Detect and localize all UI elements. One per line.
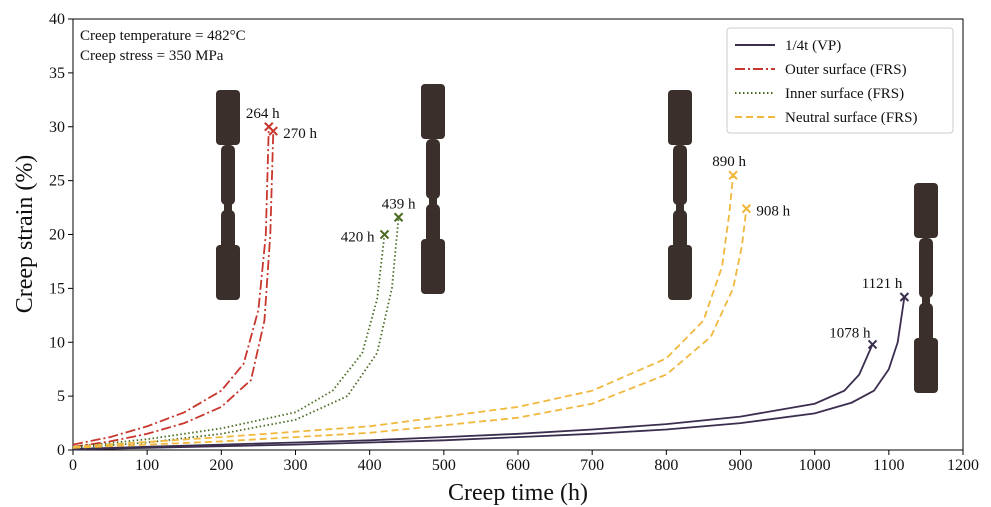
x-tick-label: 800 [654,457,678,474]
x-tick-label: 1000 [799,457,831,474]
x-tick-label: 500 [432,457,456,474]
x-tick-label: 200 [209,457,233,474]
failure-marker [268,126,278,136]
specimen [216,90,240,300]
x-axis-label: Creep time (h) [448,480,588,506]
x-tick-label: 100 [135,457,159,474]
legend-label: Outer surface (FRS) [785,62,907,78]
y-tick-label: 25 [49,173,65,190]
end-label: 908 h [756,204,790,220]
specimen-photos [216,84,938,393]
curve [72,217,400,449]
y-tick-label: 5 [57,388,65,405]
curve [72,126,270,446]
failure-marker [728,170,738,180]
curve [72,208,748,449]
end-label: 1121 h [862,276,903,292]
annotation: Creep stress = 350 MPa [80,48,224,64]
x-tick-label: 1200 [947,457,979,474]
curve [72,344,874,450]
y-tick-label: 15 [49,280,65,297]
end-label: 270 h [283,126,317,142]
x-tick-label: 400 [358,457,382,474]
y-axis-label: Creep strain (%) [12,155,38,314]
legend-box [726,27,954,134]
legend-label: 1/4t (VP) [785,38,841,54]
end-label: 264 h [246,106,280,122]
specimen [914,183,938,393]
y-tick-label: 0 [57,442,65,459]
end-label: 1078 h [829,325,871,341]
legend-label: Neutral surface (FRS) [785,110,917,126]
specimen [668,90,692,300]
x-tick-label: 600 [506,457,530,474]
failure-marker [899,292,910,302]
y-tick-label: 20 [49,227,65,244]
failure-marker [379,229,390,240]
specimen [421,84,445,294]
curve [72,296,906,451]
y-tick-label: 30 [49,119,65,136]
failure-marker [867,339,878,350]
legend-label: Inner surface (FRS) [785,86,904,102]
x-tick-label: 700 [580,457,604,474]
annotation: Creep temperature = 482°C [80,28,246,44]
y-tick-label: 40 [49,11,65,28]
x-tick-label: 900 [729,457,753,474]
failure-marker [393,212,404,222]
x-tick-label: 0 [69,457,77,474]
end-label: 890 h [712,154,746,170]
end-label: 420 h [341,230,375,246]
y-tick-label: 10 [49,334,65,351]
curve [72,175,734,448]
x-tick-label: 1100 [873,457,904,474]
failure-marker [741,203,752,214]
x-tick-label: 300 [284,457,308,474]
y-tick-label: 35 [49,65,65,82]
end-label: 439 h [382,196,416,212]
curve [72,131,275,448]
